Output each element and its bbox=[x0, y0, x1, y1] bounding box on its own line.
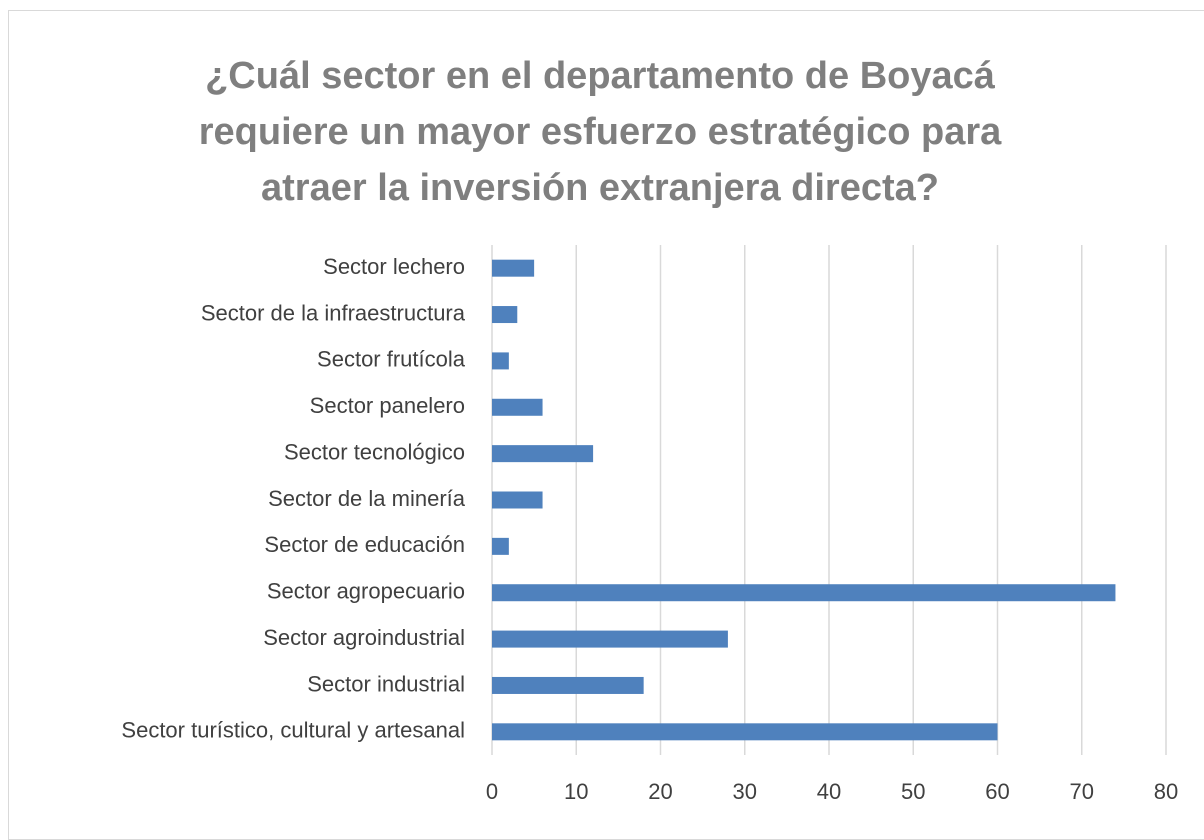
x-tick-label: 30 bbox=[733, 779, 757, 804]
bar bbox=[492, 491, 543, 509]
y-tick-label: Sector frutícola bbox=[317, 347, 466, 372]
x-tick-label: 50 bbox=[901, 779, 925, 804]
y-tick-label: Sector turístico, cultural y artesanal bbox=[121, 718, 465, 743]
y-tick-label: Sector de la minería bbox=[268, 486, 466, 511]
bar bbox=[492, 306, 518, 324]
y-tick-label: Sector agroindustrial bbox=[263, 625, 465, 650]
x-tick-label: 0 bbox=[486, 779, 498, 804]
bar bbox=[492, 445, 594, 463]
bar bbox=[492, 584, 1116, 602]
chart-title: ¿Cuál sector en el departamento de Boyac… bbox=[198, 55, 1002, 209]
x-tick-label: 10 bbox=[564, 779, 588, 804]
bar bbox=[492, 630, 728, 648]
x-tick-label: 70 bbox=[1070, 779, 1094, 804]
y-tick-label: Sector de educación bbox=[264, 532, 465, 557]
y-tick-label: Sector panelero bbox=[310, 393, 465, 418]
bar bbox=[492, 259, 535, 277]
bar bbox=[492, 537, 509, 555]
bar bbox=[492, 398, 543, 416]
x-tick-label: 60 bbox=[985, 779, 1009, 804]
bar bbox=[492, 352, 509, 370]
y-tick-label: Sector lechero bbox=[323, 254, 465, 279]
x-tick-label: 20 bbox=[648, 779, 672, 804]
x-tick-label: 80 bbox=[1154, 779, 1178, 804]
y-tick-label: Sector de la infraestructura bbox=[201, 300, 466, 325]
bar bbox=[492, 676, 644, 694]
y-tick-label: Sector tecnológico bbox=[284, 439, 465, 464]
y-tick-label: Sector industrial bbox=[307, 671, 465, 696]
y-tick-label: Sector agropecuario bbox=[267, 579, 465, 604]
page: {"chart_data": {"type": "bar", "orientat… bbox=[8, 10, 1204, 840]
chart: 0 10 20 30 40 50 60 70 80 Sector lechero Sector de… bbox=[121, 245, 1178, 804]
bar bbox=[492, 723, 998, 741]
x-tick-label: 40 bbox=[817, 779, 841, 804]
